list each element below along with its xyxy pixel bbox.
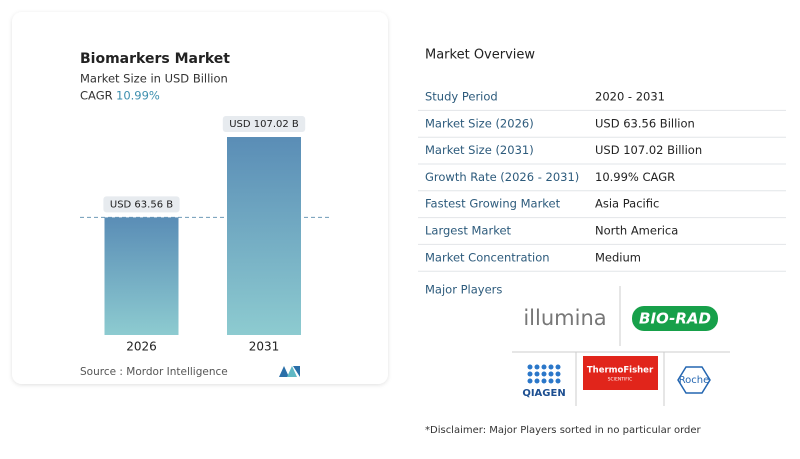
row-label: Market Size (2031) bbox=[425, 143, 534, 157]
logo-qiagen-dots bbox=[527, 364, 561, 384]
row-value: Asia Pacific bbox=[595, 197, 659, 211]
row-value: North America bbox=[595, 224, 678, 238]
row-value: USD 63.56 Billion bbox=[595, 116, 695, 130]
logo-thermo: ThermoFisher bbox=[587, 366, 654, 376]
x-tick-label: 2026 bbox=[126, 340, 157, 354]
source-logo bbox=[279, 366, 300, 377]
logo-thermo-sub: SCIENTIFIC bbox=[608, 377, 633, 383]
row-value: Medium bbox=[595, 250, 641, 264]
value-label: USD 63.56 B bbox=[110, 199, 173, 210]
overview-table: Study Period 2020 - 2031 Market Size (2026… bbox=[418, 90, 786, 272]
overview-title: Market Overview bbox=[425, 48, 535, 63]
row-value: 2020 - 2031 bbox=[595, 90, 665, 104]
row-value: USD 107.02 Billion bbox=[595, 143, 702, 157]
value-label-bg bbox=[103, 196, 180, 213]
bar bbox=[104, 217, 179, 335]
chart-subtitle: Market Size in USD Billion bbox=[80, 72, 228, 86]
logo-thermo-bg bbox=[583, 356, 658, 390]
logo-biorad-bg bbox=[632, 306, 718, 331]
row-value: 10.99% CAGR bbox=[595, 170, 675, 184]
row-label: Largest Market bbox=[425, 224, 512, 238]
disclaimer: *Disclaimer: Major Players sorted in no … bbox=[425, 425, 702, 436]
value-label-bg bbox=[222, 116, 306, 133]
source: Source : Mordor Intelligence bbox=[80, 366, 228, 378]
logo-qiagen: QIAGEN bbox=[522, 388, 565, 399]
row-label: Fastest Growing Market bbox=[425, 197, 561, 211]
cagr-label: CAGR bbox=[80, 89, 113, 103]
logo-roche: Roche bbox=[679, 375, 710, 386]
row-label: Market Concentration bbox=[425, 250, 550, 264]
bar bbox=[227, 137, 301, 335]
logo-biorad: BIO-RAD bbox=[639, 310, 711, 328]
chart-card bbox=[12, 12, 388, 384]
logo-grid bbox=[512, 286, 730, 406]
row-label: Market Size (2026) bbox=[425, 116, 534, 130]
row-label: Study Period bbox=[425, 90, 498, 104]
chart-title: Biomarkers Market bbox=[80, 51, 230, 67]
value-label: USD 107.02 B bbox=[229, 119, 299, 130]
cagr-value: 10.99% bbox=[116, 89, 160, 103]
row-label: Growth Rate (2026 - 2031) bbox=[425, 170, 579, 184]
logo-roche-hex bbox=[677, 366, 711, 394]
players-title: Major Players bbox=[425, 283, 502, 297]
x-tick-label: 2031 bbox=[249, 340, 280, 354]
logo-illumina: illumina bbox=[523, 306, 606, 330]
